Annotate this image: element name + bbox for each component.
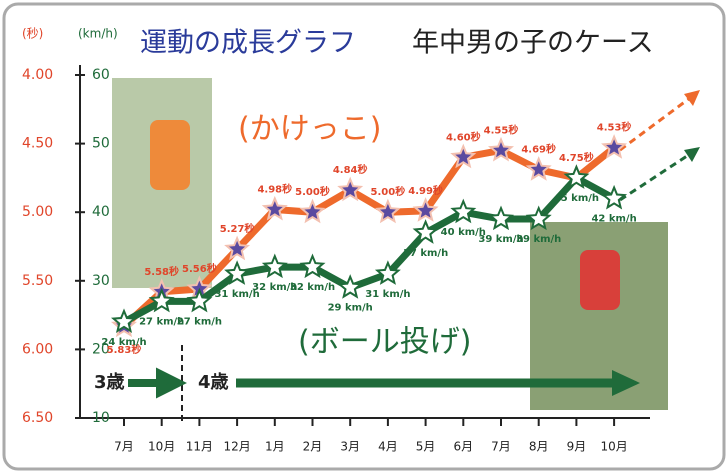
x-tick-label: 10月 (148, 440, 175, 454)
data-label: 4.84秒 (333, 163, 368, 176)
data-label: 29 km/h (328, 303, 373, 314)
y2-tick-label: 40 (92, 204, 110, 220)
chart-title: 運動の成長グラフ (140, 28, 356, 59)
y-axis-label: (秒) (22, 27, 43, 41)
photo-figure (150, 120, 190, 190)
data-label: 37 km/h (403, 248, 448, 259)
x-tick-label: 3月 (340, 440, 360, 454)
series-label: (ボール投げ) (298, 325, 471, 360)
x-tick-label: 10月 (600, 440, 627, 454)
data-label: 42 km/h (591, 213, 636, 224)
data-label: 4.55秒 (484, 123, 519, 136)
x-tick-label: 4月 (378, 440, 398, 454)
data-label: 5.27秒 (220, 222, 255, 235)
y-tick-label: 4.50 (22, 136, 53, 152)
data-label: 27 km/h (177, 316, 222, 327)
data-label: 4.99秒 (408, 184, 443, 197)
x-tick-label: 11月 (186, 440, 213, 454)
x-tick-label: 9月 (567, 440, 587, 454)
y-tick-label: 6.50 (22, 410, 53, 426)
x-tick-label: 7月 (491, 440, 511, 454)
x-tick-label: 5月 (416, 440, 436, 454)
data-label: 4.75秒 (559, 151, 594, 164)
data-label: 39 km/h (516, 234, 561, 245)
y2-tick-label: 10 (92, 410, 110, 426)
y2-axis-label: (km/h) (78, 27, 118, 41)
data-label: 4.69秒 (521, 143, 556, 156)
y-tick-label: 6.00 (22, 341, 53, 357)
x-tick-label: 6月 (453, 440, 473, 454)
data-label: 4.60秒 (446, 130, 481, 143)
y-tick-label: 5.00 (22, 204, 53, 220)
series-label: (かけっこ) (238, 112, 381, 147)
data-label: 45 km/h (554, 193, 599, 204)
y2-tick-label: 30 (92, 273, 110, 289)
x-tick-label: 12月 (223, 440, 250, 454)
chart-subtitle: 年中男の子のケース (412, 28, 654, 59)
y-tick-label: 5.50 (22, 273, 53, 289)
x-tick-label: 7月 (114, 440, 134, 454)
y2-tick-label: 60 (92, 67, 110, 83)
data-label: 24 km/h (101, 337, 146, 348)
chart: 運動の成長グラフ 年中男の子のケース (秒) (km/h) (かけっこ) (ボー… (0, 0, 728, 473)
x-tick-label: 2月 (303, 440, 323, 454)
y-tick-label: 4.00 (22, 67, 53, 83)
annotation: 4歳 (198, 372, 229, 393)
data-label: 32 km/h (290, 282, 335, 293)
data-label: 5.00秒 (371, 185, 406, 198)
y2-tick-label: 50 (92, 136, 110, 152)
data-label: 5.56秒 (182, 262, 217, 275)
data-label: 31 km/h (365, 289, 410, 300)
data-label: 5.00秒 (295, 185, 330, 198)
photo-figure (580, 250, 620, 310)
data-label: 4.53秒 (597, 121, 632, 134)
x-tick-label: 8月 (529, 440, 549, 454)
annotation: 3歳 (94, 372, 125, 393)
x-tick-label: 1月 (265, 440, 285, 454)
data-label: 5.58秒 (144, 265, 179, 278)
data-label: 4.98秒 (257, 182, 292, 195)
page: {"chart_data": {"type": "line", "title":… (0, 0, 728, 473)
